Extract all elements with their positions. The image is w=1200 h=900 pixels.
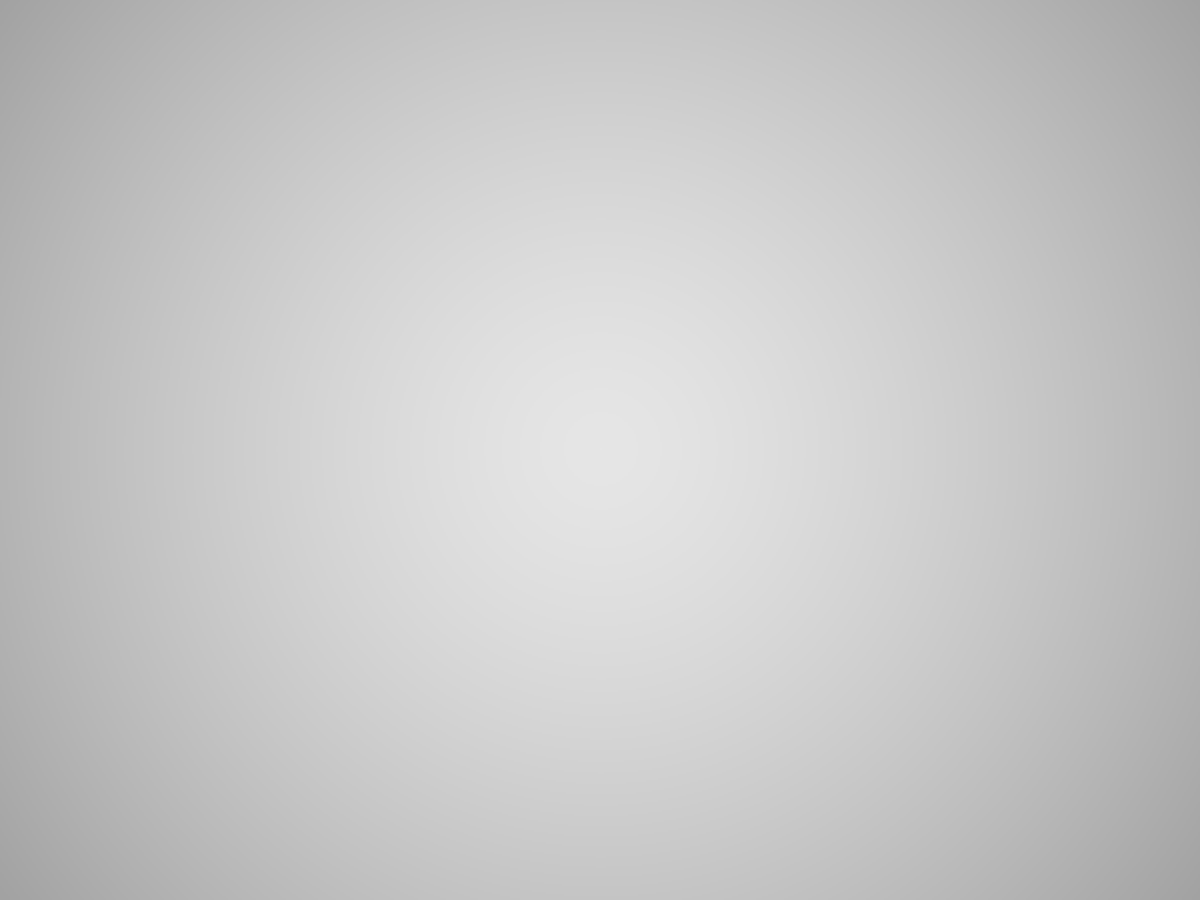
Text: P: P xyxy=(836,444,851,463)
Text: Analyze the latch circuit shown: Analyze the latch circuit shown xyxy=(175,168,467,187)
Text: B: B xyxy=(304,385,319,404)
Circle shape xyxy=(462,364,493,394)
Text: A.  Derive next-state equation using Q as state variable and P as an output: A. Derive next-state equation using Q as… xyxy=(206,205,860,223)
Circle shape xyxy=(760,448,769,458)
Text: Question 1: Question 1 xyxy=(175,132,302,153)
Text: A: A xyxy=(307,354,323,373)
Polygon shape xyxy=(432,351,504,407)
Circle shape xyxy=(760,351,769,361)
Text: B.  Construct state table and output table. Circle the stable states: B. Construct state table and output tabl… xyxy=(206,241,781,259)
Text: Q: Q xyxy=(836,346,853,365)
Polygon shape xyxy=(698,429,760,477)
Text: C.  Are there any restriction on the allowable input combination of A and B? Exp: C. Are there any restriction on the allo… xyxy=(206,277,941,295)
Polygon shape xyxy=(698,332,760,380)
